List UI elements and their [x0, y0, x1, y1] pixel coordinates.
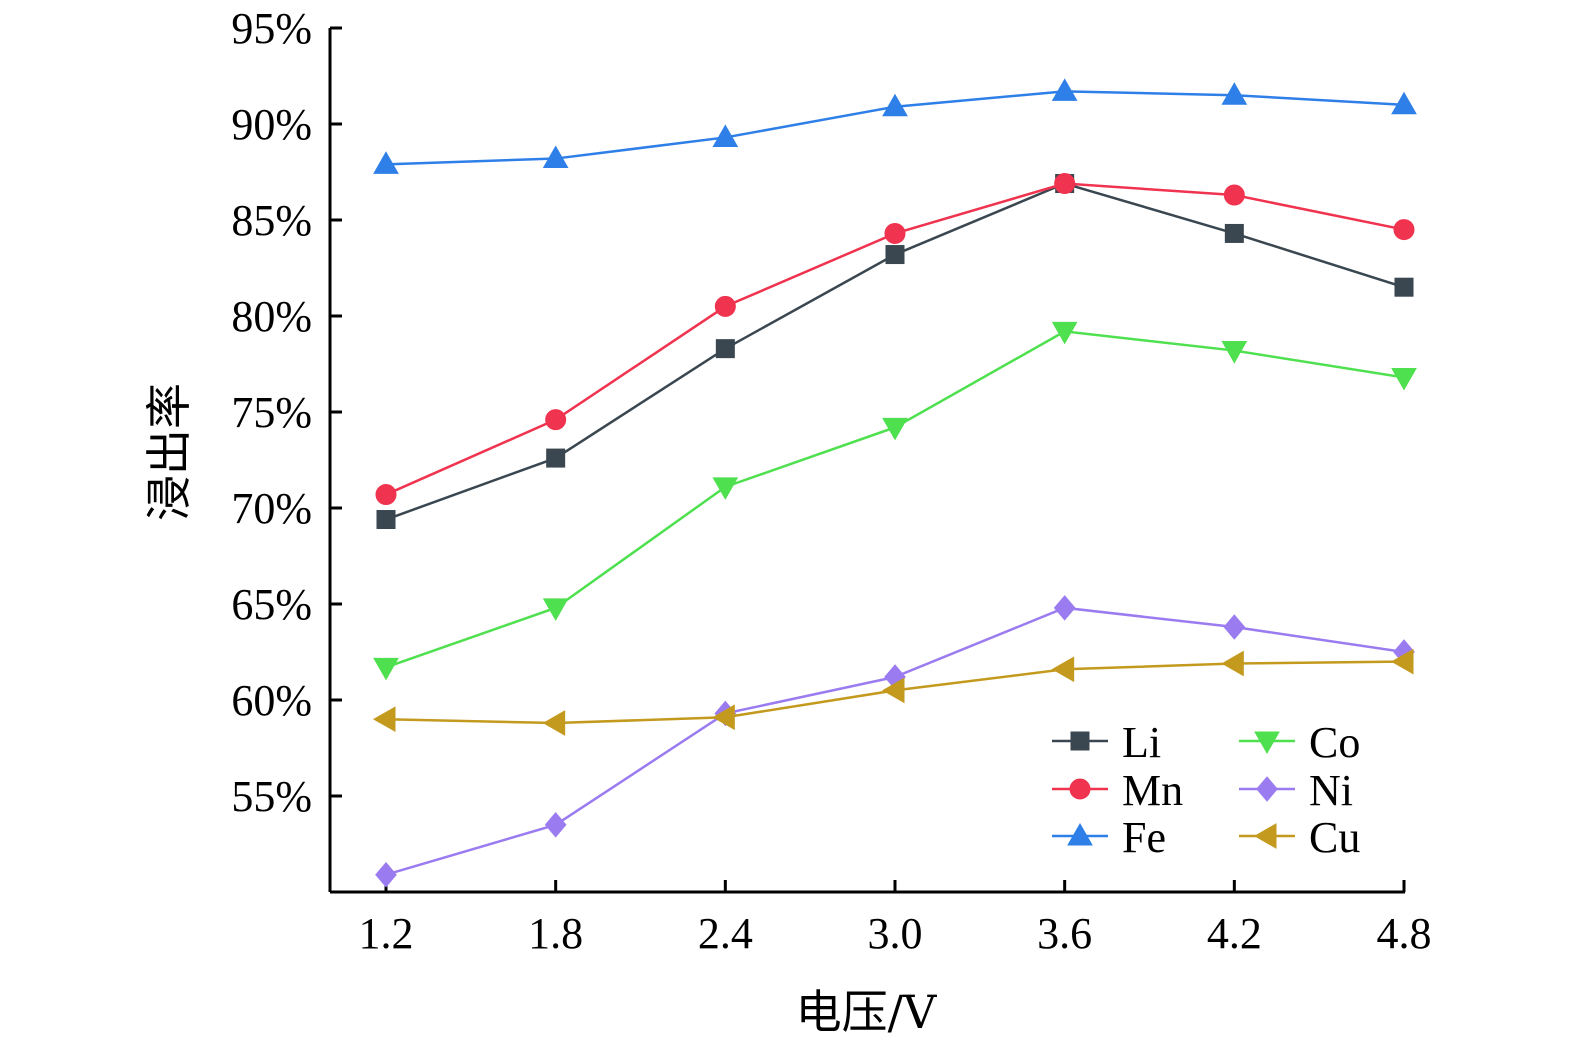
series-co	[373, 321, 1417, 681]
x-tick-label: 3.0	[868, 909, 923, 958]
data-point-ni	[544, 812, 567, 838]
y-tick-label: 70%	[231, 484, 312, 533]
data-point-li	[376, 510, 396, 530]
data-point-li	[885, 245, 905, 265]
data-point-fe	[373, 151, 399, 174]
series-fe	[373, 78, 1417, 174]
x-tick-label: 4.8	[1377, 909, 1432, 958]
legend-marker-ni	[1256, 776, 1278, 802]
data-point-cu	[712, 704, 735, 731]
series-cu	[372, 648, 1414, 736]
data-point-cu	[372, 706, 396, 733]
data-point-co	[542, 598, 569, 621]
data-point-cu	[1051, 656, 1075, 683]
axes: 55% 60% 65% 70% 75% 80% 85% 90% 95% 1.2 1.8 2.4 3.0 3…	[231, 4, 1431, 958]
data-point-fe	[1221, 82, 1248, 105]
y-tick-label: 80%	[231, 292, 312, 341]
data-point-mn	[375, 484, 397, 506]
data-point-li	[1224, 223, 1244, 243]
data-point-cu	[881, 677, 905, 704]
y-tick-label: 90%	[231, 100, 312, 149]
data-point-mn	[1393, 219, 1415, 241]
series-mn	[375, 173, 1415, 506]
legend-label-li: Li	[1122, 718, 1161, 767]
data-point-fe	[1391, 91, 1417, 115]
data-point-co	[882, 417, 908, 441]
y-tick-label: 95%	[231, 4, 312, 53]
data-point-mn	[1054, 173, 1076, 195]
legend-item-ni: Ni	[1239, 766, 1353, 815]
data-point-fe	[712, 124, 739, 147]
data-point-ni	[375, 861, 397, 888]
legend-label-co: Co	[1309, 718, 1360, 767]
series-ni	[375, 595, 1415, 888]
data-point-co	[712, 477, 739, 500]
legend-marker-cu	[1253, 823, 1277, 849]
legend-item-mn: Mn	[1052, 766, 1183, 815]
data-point-co	[373, 657, 399, 681]
x-tick-label: 2.4	[698, 909, 753, 958]
series-line-co	[385, 330, 1405, 669]
legend-item-li: Li	[1052, 718, 1161, 767]
data-point-cu	[1390, 648, 1414, 675]
data-point-mn	[545, 409, 567, 431]
data-point-cu	[1221, 650, 1244, 677]
y-tick-label: 55%	[231, 772, 312, 821]
x-tick-label: 1.2	[359, 909, 414, 958]
data-point-ni	[1223, 614, 1246, 640]
x-tick-label: 4.2	[1207, 909, 1262, 958]
data-point-li	[1394, 277, 1414, 297]
series-li	[376, 174, 1414, 530]
x-tick-label: 1.8	[528, 909, 583, 958]
legend-label-ni: Ni	[1309, 766, 1353, 815]
data-point-mn	[1223, 184, 1245, 206]
legend-item-co: Co	[1239, 718, 1360, 767]
series-layer	[372, 78, 1417, 888]
y-tick-label: 65%	[231, 580, 312, 629]
legend-label-fe: Fe	[1122, 813, 1166, 862]
data-point-li	[546, 448, 566, 468]
legend-label-mn: Mn	[1122, 766, 1183, 815]
legend-item-cu: Cu	[1239, 813, 1360, 862]
data-point-mn	[714, 295, 736, 317]
x-tick-label: 3.6	[1037, 909, 1092, 958]
x-axis-label: 电压/V	[796, 985, 937, 1039]
data-point-fe	[542, 145, 569, 169]
data-point-cu	[542, 710, 566, 736]
data-point-co	[1221, 341, 1248, 364]
legend-item-fe: Fe	[1052, 813, 1166, 862]
legend-label-cu: Cu	[1309, 813, 1360, 862]
data-point-fe	[1051, 78, 1078, 101]
data-point-li	[715, 339, 735, 359]
data-point-fe	[882, 93, 908, 117]
y-axis-label: 浸出率	[142, 383, 196, 521]
y-tick-label: 75%	[231, 388, 312, 437]
legend-marker-co	[1254, 731, 1280, 755]
data-point-ni	[1053, 595, 1076, 621]
legend-marker-mn	[1069, 778, 1091, 800]
y-tick-label: 85%	[231, 196, 312, 245]
y-tick-label: 60%	[231, 676, 312, 725]
legend-marker-fe	[1067, 822, 1093, 846]
data-point-co	[1051, 321, 1078, 345]
data-point-mn	[884, 222, 906, 244]
data-point-co	[1391, 367, 1417, 391]
legend-marker-li	[1070, 731, 1090, 751]
